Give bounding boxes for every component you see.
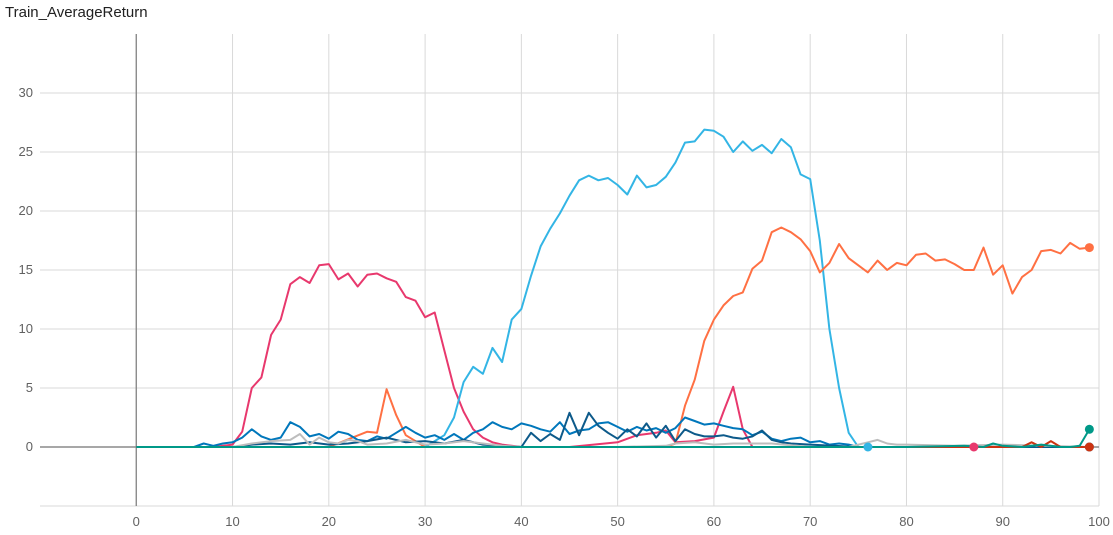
series-endpoint-6[interactable] xyxy=(1084,442,1094,452)
x-tick-label: 90 xyxy=(995,514,1009,529)
x-tick-label: 30 xyxy=(418,514,432,529)
series-line-0[interactable] xyxy=(136,263,974,448)
x-tick-label: 60 xyxy=(707,514,721,529)
y-tick-label: 30 xyxy=(19,85,33,100)
chart-title: Train_AverageReturn xyxy=(5,4,148,21)
series-lines xyxy=(136,128,1094,452)
x-tick-label: 20 xyxy=(322,514,336,529)
series-endpoint-1[interactable] xyxy=(863,442,873,452)
x-tick-label: 0 xyxy=(133,514,140,529)
y-tick-label: 0 xyxy=(26,439,33,454)
y-tick-label: 10 xyxy=(19,321,33,336)
series-line-5[interactable] xyxy=(136,433,1090,448)
series-endpoint-7[interactable] xyxy=(1084,424,1094,434)
series-endpoint-0[interactable] xyxy=(969,442,979,452)
grid xyxy=(40,34,1100,507)
x-tick-label: 10 xyxy=(225,514,239,529)
series-line-7[interactable] xyxy=(136,428,1091,448)
tick-labels: 0 10 20 30 40 50 60 70 80 90 100 0 5 10 15 20 25 30 xyxy=(19,85,1110,529)
y-tick-label: 20 xyxy=(19,203,33,218)
x-tick-label: 80 xyxy=(899,514,913,529)
x-tick-label: 70 xyxy=(803,514,817,529)
series-line-2[interactable] xyxy=(136,226,1090,448)
x-tick-label: 50 xyxy=(610,514,624,529)
x-tick-label: 40 xyxy=(514,514,528,529)
y-tick-label: 15 xyxy=(19,262,33,277)
x-tick-label: 100 xyxy=(1088,514,1110,529)
y-tick-label: 5 xyxy=(26,380,33,395)
series-line-4[interactable] xyxy=(136,411,1090,448)
y-tick-label: 25 xyxy=(19,144,33,159)
series-endpoint-2[interactable] xyxy=(1084,243,1094,253)
series-line-1[interactable] xyxy=(136,128,868,448)
